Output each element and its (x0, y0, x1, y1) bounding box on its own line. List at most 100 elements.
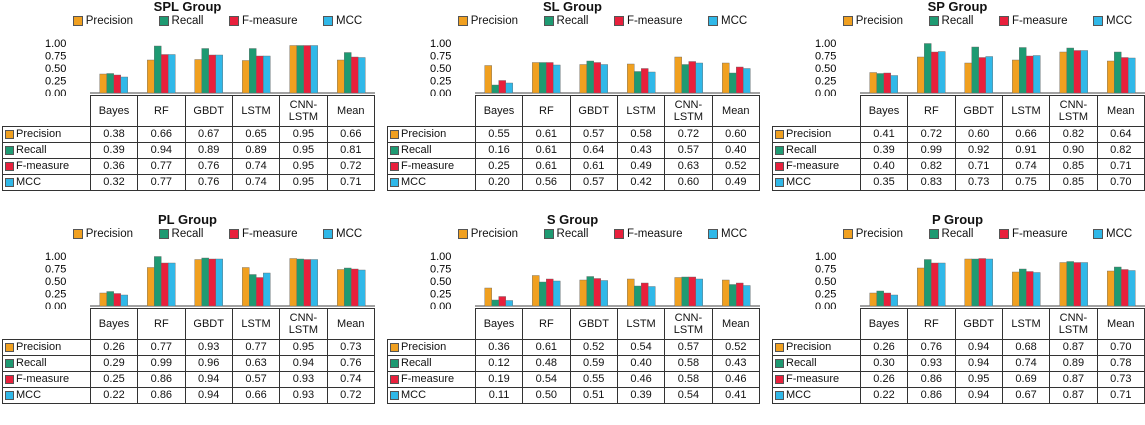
bar-recall-lstm (634, 71, 642, 94)
bar-mcc-bayes (890, 75, 898, 94)
series-name: Recall (401, 144, 432, 156)
category-label: LSTM (1001, 308, 1051, 340)
bar-precision-mean (337, 59, 345, 94)
bar-f-measure-rf (546, 62, 554, 94)
y-tick-label: 0.75 (45, 51, 66, 63)
bar-precision-rf (917, 56, 925, 94)
legend-label: F-measure (241, 15, 298, 27)
category-label: LSTM (1001, 95, 1051, 127)
bar-f-measure-lstm (1026, 55, 1034, 94)
chart-panel-s-group: S Group Precision Recall F-measure MCC 0.00 0.… (385, 213, 761, 413)
series-name: Precision (401, 341, 447, 353)
series-row-label: Precision (2, 339, 91, 356)
data-value-cell: 0.58 (664, 371, 713, 388)
row-swatch (5, 129, 14, 139)
series-name: Recall (786, 144, 817, 156)
series-row-label: Recall (772, 142, 861, 159)
category-label: LSTM (616, 95, 666, 127)
category-label: LSTM (231, 308, 281, 340)
category-label: CNN-LSTM (664, 308, 713, 340)
table-corner (772, 95, 861, 127)
table-row: Recall 0.30 0.93 0.94 0.74 0.89 0.78 (772, 355, 1145, 372)
bar-mcc-cnn-lstm (310, 45, 318, 94)
data-value-cell: 0.93 (279, 387, 328, 404)
table-row: F-measure 0.40 0.82 0.71 0.74 0.85 0.71 (772, 158, 1145, 175)
bar-mcc-gbdt (600, 280, 608, 307)
category-label: RF (137, 95, 186, 127)
legend-label: MCC (336, 15, 363, 27)
table-corner (387, 308, 476, 340)
chart-legend: Precision Recall F-measure MCC (445, 227, 760, 241)
data-value-cell: 0.39 (859, 142, 909, 159)
data-value-cell: 0.76 (184, 174, 233, 191)
series-name: F-measure (16, 373, 70, 385)
legend-label: Recall (556, 15, 589, 27)
data-value-cell: 0.71 (1096, 158, 1145, 175)
data-value-cell: 0.61 (522, 142, 571, 159)
data-value-cell: 0.74 (1001, 158, 1051, 175)
data-value-cell: 0.41 (859, 126, 909, 143)
bar-recall-gbdt (586, 60, 594, 94)
bar-recall-gbdt (971, 258, 979, 307)
data-value-cell: 0.49 (616, 158, 666, 175)
bar-precision-gbdt (964, 258, 972, 307)
legend-item-mcc: MCC (323, 227, 362, 241)
category-label: Bayes (859, 308, 909, 340)
bar-mcc-cnn-lstm (1080, 262, 1088, 307)
series-name: Recall (401, 357, 432, 369)
bar-mcc-mean (358, 269, 366, 307)
series-row-label: MCC (387, 387, 476, 404)
table-row: Recall 0.12 0.48 0.59 0.40 0.58 0.43 (387, 355, 761, 372)
series-name: MCC (401, 176, 427, 188)
legend-item-f-measure: F-measure (998, 14, 1068, 28)
data-value-cell: 0.57 (569, 174, 618, 191)
data-value-cell: 0.66 (137, 126, 186, 143)
y-tick-label: 1.00 (45, 251, 66, 263)
legend-item-recall: Recall (543, 14, 589, 28)
series-name: F-measure (401, 160, 455, 172)
category-label: CNN-LSTM (664, 95, 713, 127)
series-row-label: Recall (2, 355, 91, 372)
bar-f-measure-bayes (883, 292, 891, 307)
data-value-cell: 0.61 (569, 158, 618, 175)
data-value-cell: 0.86 (137, 371, 186, 388)
data-value-cell: 0.67 (1001, 387, 1051, 404)
bar-f-measure-lstm (256, 55, 264, 94)
data-value-cell: 0.73 (326, 339, 376, 356)
category-label: Mean (326, 95, 376, 127)
data-value-cell: 0.39 (89, 142, 139, 159)
legend-swatch (158, 229, 169, 239)
chart-legend: Precision Recall F-measure MCC (60, 14, 375, 28)
bar-mcc-mean (743, 285, 751, 307)
bar-recall-mean (1114, 266, 1122, 307)
table-row: F-measure 0.25 0.61 0.61 0.49 0.63 0.52 (387, 158, 761, 175)
bar-recall-rf (539, 281, 547, 307)
series-row-label: MCC (772, 174, 861, 191)
legend-item-f-measure: F-measure (613, 227, 683, 241)
bar-f-measure-cnn-lstm (303, 45, 311, 94)
legend-label: MCC (721, 228, 748, 240)
data-value-cell: 0.40 (711, 142, 761, 159)
legend-swatch (998, 229, 1009, 239)
bar-precision-bayes (99, 292, 107, 307)
bar-f-measure-cnn-lstm (688, 61, 696, 94)
data-value-cell: 0.57 (664, 339, 713, 356)
series-row-label: F-measure (772, 371, 861, 388)
category-label: CNN-LSTM (1049, 308, 1098, 340)
category-label: RF (522, 308, 571, 340)
bar-mcc-cnn-lstm (310, 259, 318, 307)
series-row-label: Precision (772, 339, 861, 356)
data-value-cell: 0.70 (1096, 339, 1145, 356)
data-value-cell: 0.40 (616, 355, 666, 372)
legend-swatch (1093, 16, 1104, 26)
table-row: MCC 0.32 0.77 0.76 0.74 0.95 0.71 (2, 174, 376, 191)
legend-label: F-measure (1011, 228, 1068, 240)
row-swatch (775, 145, 784, 155)
row-swatch (5, 161, 14, 171)
legend-swatch (228, 229, 239, 239)
data-value-cell: 0.29 (89, 355, 139, 372)
data-value-cell: 0.85 (1049, 174, 1098, 191)
row-swatch (775, 358, 784, 368)
table-header-row: Bayes RF GBDT LSTM CNN-LSTM Mean (2, 308, 376, 340)
chart-title: PL Group (158, 212, 217, 227)
